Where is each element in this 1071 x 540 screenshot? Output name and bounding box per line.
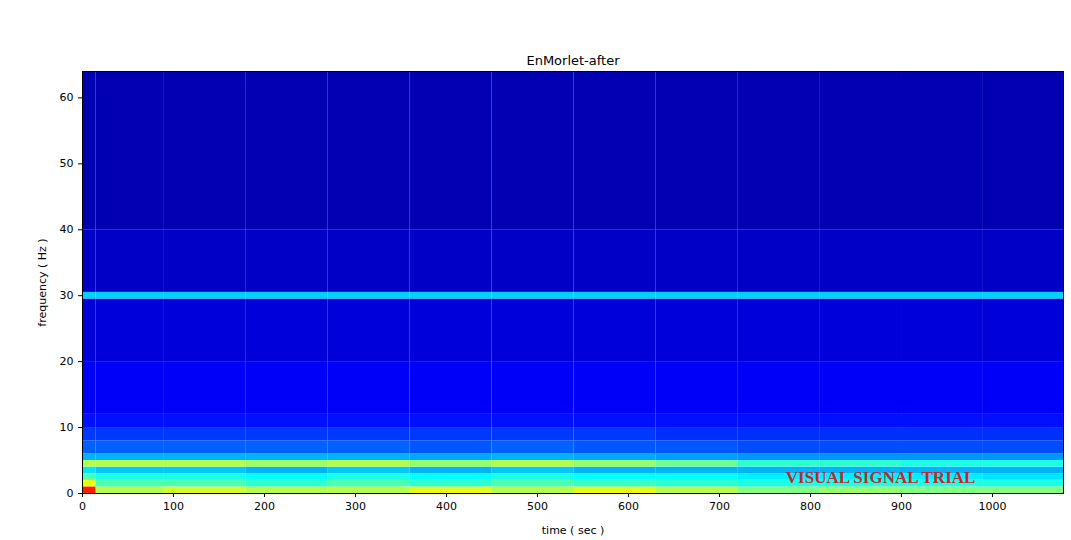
svg-text:30: 30: [60, 289, 74, 302]
svg-text:10: 10: [60, 421, 74, 434]
svg-text:600: 600: [618, 500, 639, 513]
svg-text:300: 300: [345, 500, 366, 513]
svg-text:40: 40: [60, 223, 74, 236]
svg-text:0: 0: [67, 487, 74, 500]
svg-text:800: 800: [800, 500, 821, 513]
svg-text:50: 50: [60, 157, 74, 170]
svg-text:VISUAL SIGNAL TRIAL: VISUAL SIGNAL TRIAL: [786, 468, 976, 487]
svg-text:700: 700: [709, 500, 730, 513]
svg-text:20: 20: [60, 355, 74, 368]
svg-text:200: 200: [254, 500, 275, 513]
svg-text:0: 0: [79, 500, 86, 513]
svg-text:900: 900: [891, 500, 912, 513]
svg-text:100: 100: [163, 500, 184, 513]
svg-text:1000: 1000: [979, 500, 1007, 513]
svg-text:time ( sec ): time ( sec ): [542, 524, 604, 537]
svg-text:frequency ( Hz ): frequency ( Hz ): [36, 238, 49, 326]
svg-text:EnMorlet-after: EnMorlet-after: [526, 53, 620, 68]
svg-text:60: 60: [60, 91, 74, 104]
svg-text:500: 500: [527, 500, 548, 513]
svg-text:400: 400: [436, 500, 457, 513]
